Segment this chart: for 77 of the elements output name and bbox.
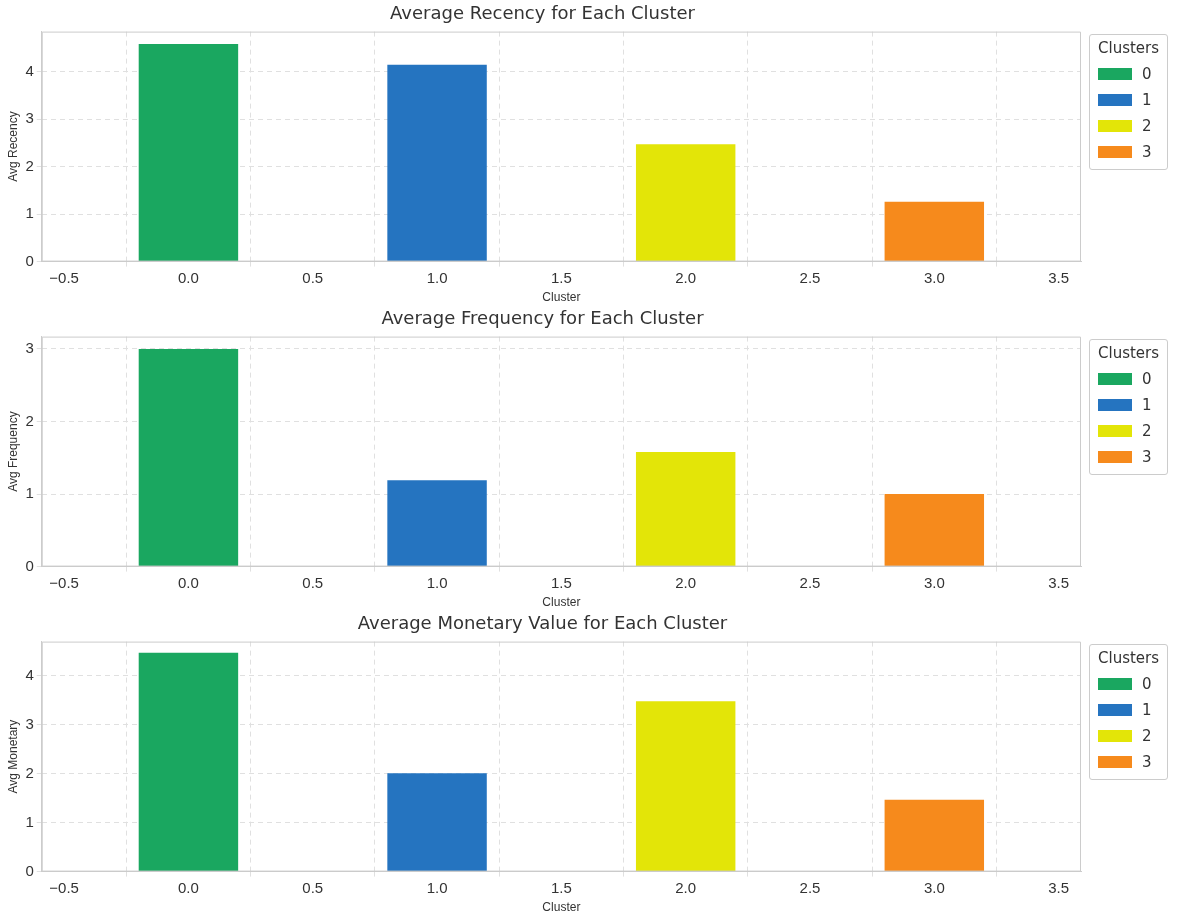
x-tick-label: −0.5 (49, 268, 79, 286)
x-tick-label: 3.0 (923, 268, 945, 286)
bar (138, 43, 239, 262)
y-tick-label: 3 (25, 339, 34, 357)
y-tick-label: 2 (25, 763, 34, 781)
bar (884, 201, 985, 262)
x-axis-title: Cluster (542, 900, 581, 915)
legend-label: 3 (1142, 143, 1152, 161)
y-tick-label: 1 (25, 204, 34, 222)
bar (138, 652, 239, 872)
legend-label: 2 (1142, 117, 1152, 135)
chart-title: Average Frequency for Each Cluster (381, 307, 705, 329)
y-tick-label: 1 (25, 484, 34, 502)
x-tick-label: 1.0 (426, 878, 448, 896)
chart-title: Average Recency for Each Cluster (390, 2, 696, 24)
y-tick-label: 2 (25, 411, 34, 429)
y-tick-label: 1 (25, 812, 34, 830)
legend-label: 1 (1142, 91, 1152, 109)
x-tick-label: 1.5 (550, 268, 572, 286)
y-tick-label: 0 (25, 251, 34, 269)
bar (387, 773, 487, 872)
x-tick-label: 2.5 (799, 268, 821, 286)
bar (884, 494, 985, 567)
x-tick-label: 3.5 (1048, 268, 1070, 286)
y-axis-title: Avg Recency (5, 111, 20, 182)
x-tick-label: 1.0 (426, 268, 448, 286)
bar (635, 144, 736, 262)
y-tick-label: 3 (25, 714, 34, 732)
x-tick-label: 3.5 (1048, 878, 1070, 896)
y-axis-title: Avg Monetary (5, 719, 20, 794)
legend-label: 3 (1142, 448, 1152, 466)
x-tick-label: 2.0 (675, 573, 697, 591)
legend-title: Clusters (1098, 344, 1160, 362)
y-tick-label: 2 (25, 156, 34, 174)
x-tick-label: 2.0 (675, 268, 697, 286)
x-tick-label: 1.0 (426, 573, 448, 591)
legend-label: 3 (1142, 753, 1152, 771)
x-tick-label: 0.0 (178, 573, 199, 591)
x-tick-label: 3.0 (923, 878, 945, 896)
bar (635, 451, 736, 567)
legend-title: Clusters (1098, 649, 1160, 667)
x-tick-label: 2.5 (799, 573, 821, 591)
bar (635, 701, 736, 872)
y-tick-label: 4 (25, 61, 34, 79)
y-axis-title: Avg Frequency (5, 411, 20, 492)
x-tick-label: 2.0 (675, 878, 697, 896)
x-tick-label: 0.0 (178, 878, 199, 896)
bar (387, 64, 487, 262)
bar (884, 799, 985, 872)
x-tick-label: −0.5 (49, 878, 79, 896)
x-tick-label: 2.5 (799, 878, 821, 896)
y-tick-label: 0 (25, 556, 34, 574)
y-tick-label: 4 (25, 666, 34, 683)
x-tick-label: 0.0 (178, 268, 199, 286)
legend-label: 1 (1142, 396, 1152, 414)
legend-label: 0 (1142, 370, 1152, 388)
bar (387, 480, 487, 567)
x-tick-label: 0.5 (302, 268, 324, 286)
legend-label: 2 (1142, 727, 1152, 745)
x-tick-label: 1.5 (550, 878, 572, 896)
legend-title: Clusters (1098, 39, 1160, 57)
y-tick-label: 3 (25, 109, 34, 127)
x-tick-label: 3.0 (923, 573, 945, 591)
legend-label: 1 (1142, 701, 1152, 719)
x-tick-label: 3.5 (1048, 573, 1070, 591)
x-tick-label: 1.5 (550, 573, 572, 591)
x-tick-label: −0.5 (49, 573, 79, 591)
bar (138, 348, 239, 567)
y-tick-label: 0 (25, 861, 34, 879)
x-axis-title: Cluster (542, 595, 581, 610)
legend-label: 0 (1142, 675, 1152, 693)
legend-label: 2 (1142, 422, 1152, 440)
legend-label: 0 (1142, 65, 1152, 83)
x-axis-title: Cluster (542, 290, 581, 305)
chart-title: Average Monetary Value for Each Cluster (357, 612, 728, 634)
x-tick-label: 0.5 (302, 878, 324, 896)
x-tick-label: 0.5 (302, 573, 324, 591)
